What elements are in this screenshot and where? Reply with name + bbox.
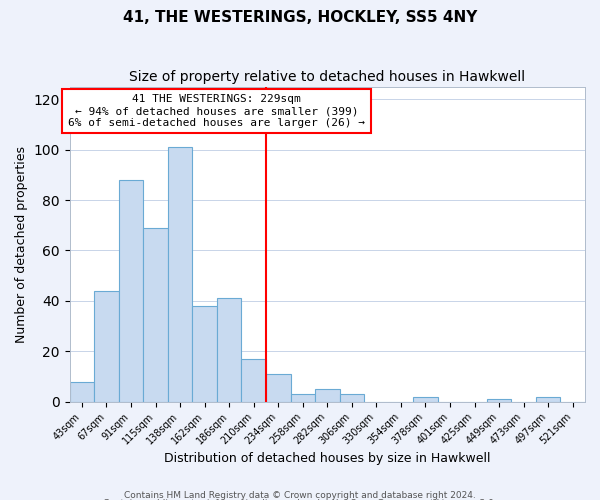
Bar (241, 359, 266, 402)
Bar (168, 147, 193, 402)
Bar (536, 397, 560, 402)
Bar (413, 397, 438, 402)
Y-axis label: Number of detached properties: Number of detached properties (15, 146, 28, 342)
Text: 41, THE WESTERINGS, HOCKLEY, SS5 4NY: 41, THE WESTERINGS, HOCKLEY, SS5 4NY (123, 10, 477, 25)
Bar (290, 394, 315, 402)
Bar (340, 394, 364, 402)
Bar (266, 374, 290, 402)
Bar (315, 389, 340, 402)
Bar (487, 400, 511, 402)
Text: 41 THE WESTERINGS: 229sqm
← 94% of detached houses are smaller (399)
6% of semi-: 41 THE WESTERINGS: 229sqm ← 94% of detac… (68, 94, 365, 128)
Bar (94, 291, 119, 402)
Bar (193, 306, 217, 402)
Text: Contains public sector information licensed under the Open Government Licence v3: Contains public sector information licen… (103, 499, 497, 500)
Bar (119, 180, 143, 402)
Bar (143, 228, 168, 402)
Bar (217, 298, 241, 402)
X-axis label: Distribution of detached houses by size in Hawkwell: Distribution of detached houses by size … (164, 452, 491, 465)
Title: Size of property relative to detached houses in Hawkwell: Size of property relative to detached ho… (129, 70, 526, 84)
Text: Contains HM Land Registry data © Crown copyright and database right 2024.: Contains HM Land Registry data © Crown c… (124, 490, 476, 500)
Bar (70, 382, 94, 402)
